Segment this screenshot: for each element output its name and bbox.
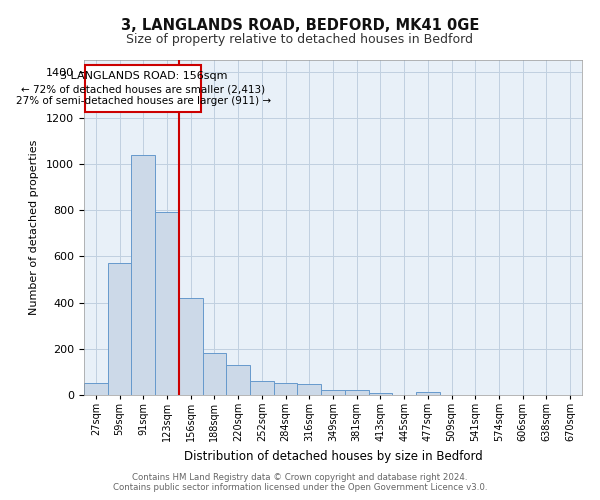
- Bar: [84, 384, 108, 395]
- Bar: [131, 154, 155, 395]
- Text: Size of property relative to detached houses in Bedford: Size of property relative to detached ho…: [127, 32, 473, 46]
- Bar: [250, 380, 274, 395]
- Text: 27% of semi-detached houses are larger (911) →: 27% of semi-detached houses are larger (…: [16, 96, 271, 106]
- Bar: [85, 64, 202, 112]
- Bar: [203, 354, 226, 395]
- Bar: [155, 212, 179, 395]
- Bar: [179, 298, 203, 395]
- Text: ← 72% of detached houses are smaller (2,413): ← 72% of detached houses are smaller (2,…: [21, 84, 265, 94]
- Bar: [321, 390, 345, 395]
- Y-axis label: Number of detached properties: Number of detached properties: [29, 140, 39, 315]
- Bar: [345, 390, 368, 395]
- Text: 3 LANGLANDS ROAD: 156sqm: 3 LANGLANDS ROAD: 156sqm: [59, 72, 227, 82]
- Bar: [368, 392, 392, 395]
- Bar: [416, 392, 440, 395]
- Text: Contains HM Land Registry data © Crown copyright and database right 2024.
Contai: Contains HM Land Registry data © Crown c…: [113, 473, 487, 492]
- Bar: [274, 383, 298, 395]
- Bar: [108, 264, 131, 395]
- X-axis label: Distribution of detached houses by size in Bedford: Distribution of detached houses by size …: [184, 450, 482, 463]
- Text: 3, LANGLANDS ROAD, BEDFORD, MK41 0GE: 3, LANGLANDS ROAD, BEDFORD, MK41 0GE: [121, 18, 479, 32]
- Bar: [298, 384, 321, 395]
- Bar: [226, 365, 250, 395]
